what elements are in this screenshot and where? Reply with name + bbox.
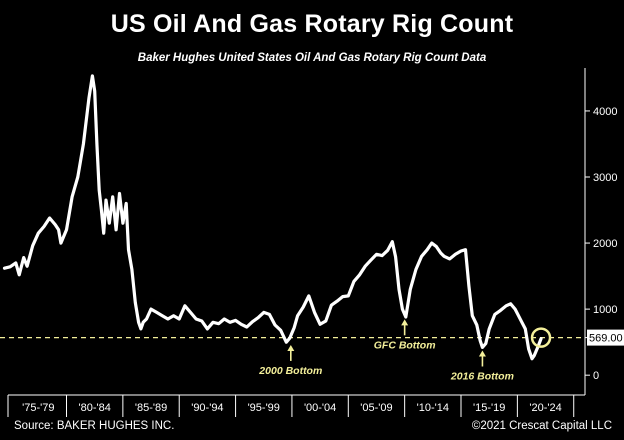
x-tick-label: '75-'79 <box>22 402 54 414</box>
annotation-label: GFC Bottom <box>374 339 436 351</box>
reference-line-group: 569.00 <box>0 329 624 346</box>
x-tick-label: '90-'94 <box>191 402 223 414</box>
x-tick-label: '00-'04 <box>304 402 336 414</box>
y-tick-label: 1000 <box>593 304 617 316</box>
highlight-circle <box>530 327 552 348</box>
y-tick-label: 0 <box>593 370 599 382</box>
x-tick-label: '85-'89 <box>135 402 167 414</box>
chart-frame <box>8 68 586 396</box>
source-text: Source: BAKER HUGHES INC. <box>14 420 175 432</box>
x-tick-label: '95-'99 <box>248 402 280 414</box>
annotation-arrowhead <box>478 350 486 357</box>
axes-group: 0 1000 2000 3000 4000 '75-'79 '80-'84 '85-'89 '9… <box>7 106 617 417</box>
series-group <box>2 74 543 361</box>
x-tick-label: '05-'09 <box>360 402 392 414</box>
annotation-arrowhead <box>287 344 295 351</box>
annotation-label: 2016 Bottom <box>450 370 514 382</box>
x-tick-label: '20-'24 <box>529 402 561 414</box>
reference-label: 569.00 <box>589 333 623 345</box>
x-tick-label: '15-'19 <box>473 402 505 414</box>
copyright-text: ©2021 Crescat Capital LLC <box>471 420 612 432</box>
chart-subtitle: Baker Hughes United States Oil And Gas R… <box>137 52 487 64</box>
y-tick-label: 2000 <box>593 238 617 250</box>
annotation-arrowhead <box>401 319 409 326</box>
x-tick-label: '10-'14 <box>417 402 449 414</box>
x-tick-label: '80-'84 <box>79 402 111 414</box>
annotation-group: 2000 Bottom GFC Bottom 2016 Bottom <box>258 319 552 382</box>
reference-label-box <box>587 329 624 346</box>
annotation-label: 2000 Bottom <box>258 365 322 377</box>
y-tick-label: 4000 <box>593 106 617 118</box>
y-tick-label: 3000 <box>593 172 617 184</box>
chart-title: US Oil And Gas Rotary Rig Count <box>110 10 514 38</box>
series-line <box>2 74 543 361</box>
